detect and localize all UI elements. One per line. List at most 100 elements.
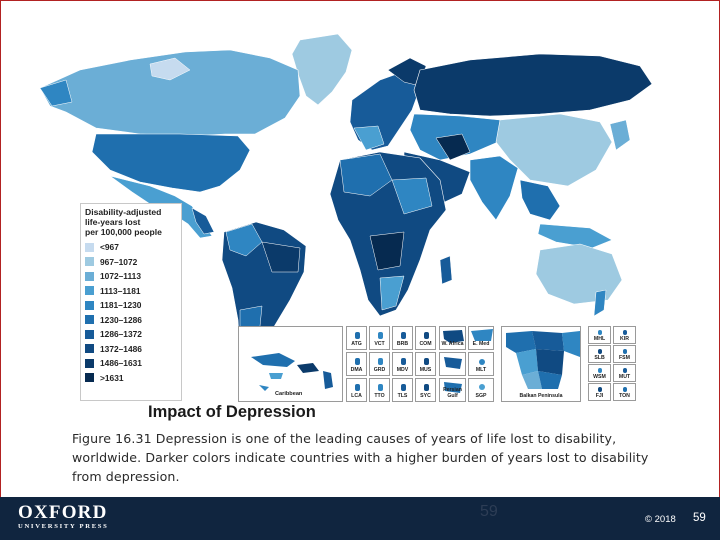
legend-rows: <967 967–1072 1072–1113 1113–1181 1181–1230 1… [85,240,177,385]
legend-label: 1181–1230 [100,300,142,311]
pacific-shape [623,330,627,335]
country-code: ATG [351,341,362,347]
legend-swatch [85,257,94,267]
country-code: TLS [397,393,408,399]
legend-item: 1181–1230 [85,298,177,313]
legend-item: 1072–1113 [85,269,177,284]
pacific-code: TON [619,393,630,399]
legend-swatch [85,373,94,383]
pacific-shape [623,349,627,354]
map-insets: Caribbean ATG VCT BRB COM DMA GRD MDV MUS LCA TTO… [238,326,638,402]
country-box: ATG [346,326,367,350]
pacific-shape [623,387,627,392]
country-box: SYC [415,378,436,402]
legend-label: 1486–1631 [100,358,142,369]
world-map [0,10,720,405]
persian-gulf-map [444,357,462,369]
legend-label: 1072–1113 [100,271,141,282]
legend-item: 1372–1486 [85,342,177,357]
country-code: MDV [396,367,409,373]
inset-w-africa: W. Africa [439,326,466,350]
copyright-text: © 2018 [645,514,676,525]
pacific-shape [598,368,602,373]
e-med-map [471,329,493,341]
inset-e-med: E. Med [468,326,494,350]
balkan-map [506,331,580,389]
pacific-code: FJI [595,393,604,399]
pacific-shape [598,387,602,392]
pacific-code: KIR [620,336,629,342]
persian-gulf-label: Persian Gulf [443,387,462,399]
country-code: DMA [350,367,363,373]
legend-label: 967–1072 [100,256,138,267]
pacific-code: SLB [594,355,605,361]
country-box: BRB [392,326,413,350]
mlt-map [479,359,485,365]
legend-item: <967 [85,240,177,255]
legend-title-line-3: per 100,000 people [85,227,162,237]
inset-caribbean: Caribbean [238,326,343,402]
legend-title: Disability-adjusted life-years lost per … [85,207,177,237]
legend-item: 1286–1372 [85,327,177,342]
persian-gulf-map-2 [444,382,462,393]
country-code: SYC [420,393,431,399]
legend-swatch [85,329,94,339]
country-shape [424,358,429,365]
legend-swatch [85,271,94,281]
country-box: TTO [369,378,390,402]
country-box: TLS [392,378,413,402]
legend-title-line-1: Disability-adjusted [85,207,162,217]
legend-item: 1230–1286 [85,313,177,328]
country-box: COM [415,326,436,350]
page-number: 59 [693,512,706,524]
country-shape [401,332,406,339]
country-code: COM [419,341,432,347]
legend-item: 1113–1181 [85,284,177,299]
pacific-code: MHL [593,336,606,342]
oxford-logo: OXFORD UNIVERSITY PRESS [18,503,109,531]
country-shape [424,332,429,339]
country-code: BRB [396,341,409,347]
pacific-code: FSM [619,355,630,361]
pacific-box: MUT [613,364,636,382]
country-box: LCA [346,378,367,402]
inset-sgp: SGP [468,378,494,402]
pacific-box: TON [613,383,636,401]
legend-item: 967–1072 [85,255,177,270]
pacific-shape [623,368,627,373]
slide-footer: OXFORD UNIVERSITY PRESS 59 © 2018 59 [0,497,720,540]
country-shape [424,384,429,391]
inset-persian-gulf-2: Persian Gulf [439,378,466,402]
country-box: DMA [346,352,367,376]
legend-swatch [85,242,94,252]
pacific-box: FSM [613,345,636,363]
country-box: VCT [369,326,390,350]
country-code: GRD [373,367,386,373]
legend-title-line-2: life-years lost [85,217,141,227]
country-shape [378,332,383,339]
pacific-shape [598,349,602,354]
legend-item: >1631 [85,371,177,386]
caribbean-map [251,353,333,391]
legend-label: 1230–1286 [100,314,142,325]
country-box: GRD [369,352,390,376]
world-map-graphic [39,33,653,371]
pacific-code: MUT [618,374,631,380]
balkan-label: Balkan Peninsula [519,393,563,399]
pacific-shape [598,330,602,335]
figure-caption: Figure 16.31 Depression is one of the le… [72,431,649,484]
legend-item: 1486–1631 [85,356,177,371]
map-legend: Disability-adjusted life-years lost per … [80,203,182,401]
country-code: LCA [351,393,362,399]
legend-label: <967 [100,242,119,253]
country-code: MUS [419,367,432,373]
country-shape [401,384,406,391]
figure-title: Impact of Depression [148,403,316,421]
legend-swatch [85,286,94,296]
logo-sub-text: UNIVERSITY PRESS [18,523,109,530]
mlt-label: MLT [475,367,487,373]
caribbean-label: Caribbean [275,391,303,397]
legend-swatch [85,300,94,310]
pacific-box: MHL [588,326,611,344]
country-code: TTO [374,393,385,399]
